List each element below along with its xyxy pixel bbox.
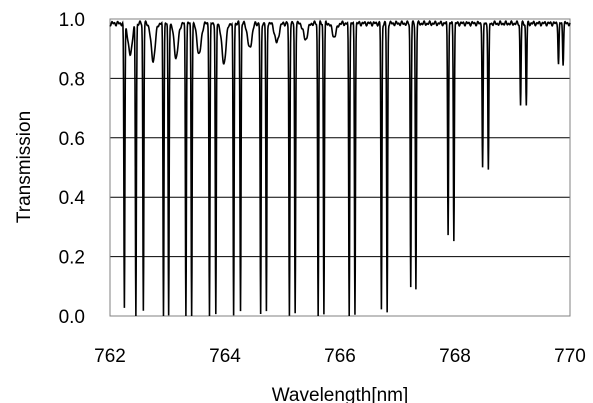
plot-area-frame bbox=[109, 18, 571, 317]
y-tick-label: 0.8 bbox=[59, 69, 85, 90]
y-tick-label: 0.0 bbox=[59, 307, 85, 328]
y-tick-label: 0.6 bbox=[59, 129, 85, 150]
y-tick-label: 0.4 bbox=[59, 188, 86, 209]
transmission-spectrum-line bbox=[109, 19, 571, 317]
y-tick-label: 0.2 bbox=[59, 248, 85, 269]
y-axis-ticks: 0.0 0.2 0.4 0.6 0.8 1.0 bbox=[59, 10, 86, 328]
y-tick-label: 1.0 bbox=[59, 10, 85, 31]
y-axis-label: Transmission bbox=[14, 111, 35, 223]
x-tick-label: 770 bbox=[554, 346, 586, 367]
grid-lines bbox=[110, 77, 570, 258]
x-tick-label: 768 bbox=[439, 346, 471, 367]
x-tick-label: 762 bbox=[94, 346, 126, 367]
x-axis-ticks: 762 764 766 768 770 bbox=[94, 346, 586, 367]
x-axis-label: Wavelength[nm] bbox=[272, 385, 409, 403]
x-tick-label: 766 bbox=[324, 346, 356, 367]
x-tick-label: 764 bbox=[209, 346, 241, 367]
